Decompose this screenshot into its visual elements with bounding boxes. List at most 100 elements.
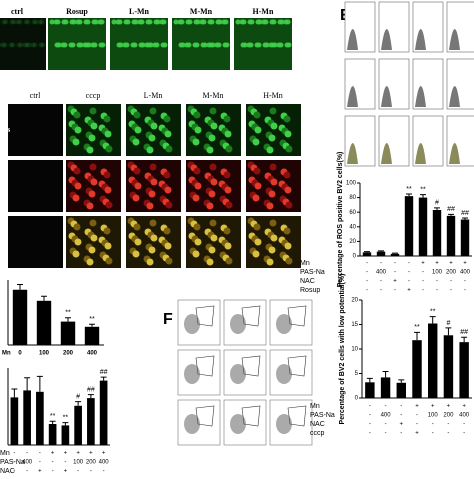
- condition-mark: -: [103, 469, 105, 474]
- condition-label: PAS-Na: [300, 269, 325, 276]
- bar: [48, 424, 57, 445]
- condition-mark: -: [436, 279, 438, 285]
- image-label: H-Mn: [253, 7, 274, 16]
- cell: [149, 163, 157, 171]
- condition-mark: -: [380, 288, 382, 294]
- cell: [145, 19, 151, 25]
- bar: [74, 405, 82, 445]
- condition-mark: -: [422, 288, 424, 294]
- condition-mark: -: [464, 279, 466, 285]
- cell: [261, 19, 267, 25]
- condition-label: NAC: [300, 278, 315, 285]
- cell: [223, 171, 231, 179]
- condition-mark: -: [26, 451, 28, 457]
- y-tick-label: 20: [349, 239, 356, 245]
- cell: [23, 19, 29, 25]
- cell: [103, 115, 111, 123]
- condition-mark: -: [400, 431, 402, 437]
- y-tick-label: 15: [351, 322, 358, 328]
- condition-mark: -: [385, 404, 387, 410]
- cell: [54, 42, 60, 48]
- error-bar: [398, 379, 405, 383]
- condition-mark: +: [431, 404, 435, 410]
- cell: [49, 19, 55, 25]
- cell: [103, 171, 111, 179]
- cell: [223, 115, 231, 123]
- cell: [15, 19, 21, 25]
- cell: [194, 238, 202, 246]
- cell: [165, 145, 173, 153]
- cell: [284, 186, 292, 194]
- cell: [90, 234, 98, 242]
- condition-mark: -: [77, 469, 79, 474]
- cell: [90, 122, 98, 130]
- error-bar: [461, 336, 468, 343]
- significance-label: #: [446, 320, 450, 327]
- cell: [104, 242, 112, 250]
- cell: [210, 178, 218, 186]
- cell: [194, 182, 202, 190]
- condition-mark: -: [447, 422, 449, 428]
- condition-label: Rosup: [300, 287, 320, 294]
- cell: [208, 190, 216, 198]
- condition-label: NAC: [310, 421, 325, 428]
- condition-mark: -: [432, 431, 434, 437]
- cell: [22, 42, 28, 48]
- flow-cloud: [230, 414, 246, 434]
- flow-cloud: [230, 314, 246, 334]
- cell: [137, 19, 143, 25]
- cell: [206, 146, 214, 154]
- cell: [134, 182, 142, 190]
- cell: [194, 126, 202, 134]
- bar: [443, 335, 454, 398]
- condition-mark: -: [408, 261, 410, 267]
- flow-cloud: [276, 364, 292, 384]
- cell: [3, 19, 9, 25]
- error-bar: [100, 376, 107, 381]
- cell: [254, 238, 262, 246]
- significance-label: **: [65, 310, 71, 317]
- histogram-shape: [347, 143, 358, 164]
- image-label: L-Mn: [144, 91, 163, 100]
- cell: [88, 134, 96, 142]
- cell: [138, 42, 144, 48]
- flow-cloud: [276, 414, 292, 434]
- significance-label: #: [76, 393, 80, 400]
- histogram-shape: [381, 29, 392, 50]
- condition-mark: -: [369, 422, 371, 428]
- condition-mark: -: [13, 451, 15, 457]
- error-bar: [75, 401, 82, 406]
- cell: [153, 19, 159, 25]
- condition-mark: +: [102, 451, 106, 457]
- cell: [149, 107, 157, 115]
- cell: [16, 42, 22, 48]
- cell: [144, 42, 150, 48]
- cell: [173, 19, 179, 25]
- cell: [255, 19, 261, 25]
- y-tick-label: 100: [346, 181, 357, 187]
- significance-label: **: [406, 186, 412, 193]
- significance-label: **: [430, 309, 436, 316]
- micrograph: [8, 160, 63, 212]
- bar: [36, 391, 44, 445]
- cell: [252, 138, 260, 146]
- cell: [239, 19, 245, 25]
- condition-mark: +: [447, 404, 451, 410]
- cell: [146, 202, 154, 210]
- cell: [159, 19, 165, 25]
- cell: [88, 190, 96, 198]
- condition-mark: -: [394, 261, 396, 267]
- bar: [459, 342, 469, 398]
- bar: [396, 382, 406, 398]
- condition-mark: -: [447, 431, 449, 437]
- condition-label: Mn: [310, 403, 320, 410]
- cell: [133, 167, 141, 175]
- cell: [266, 202, 274, 210]
- cell: [115, 19, 121, 25]
- condition-label: PAS-Na: [310, 412, 335, 419]
- condition-mark: -: [463, 431, 465, 437]
- cell: [214, 42, 220, 48]
- condition-label: Mn: [300, 260, 310, 267]
- cell: [224, 186, 232, 194]
- cell: [91, 19, 97, 25]
